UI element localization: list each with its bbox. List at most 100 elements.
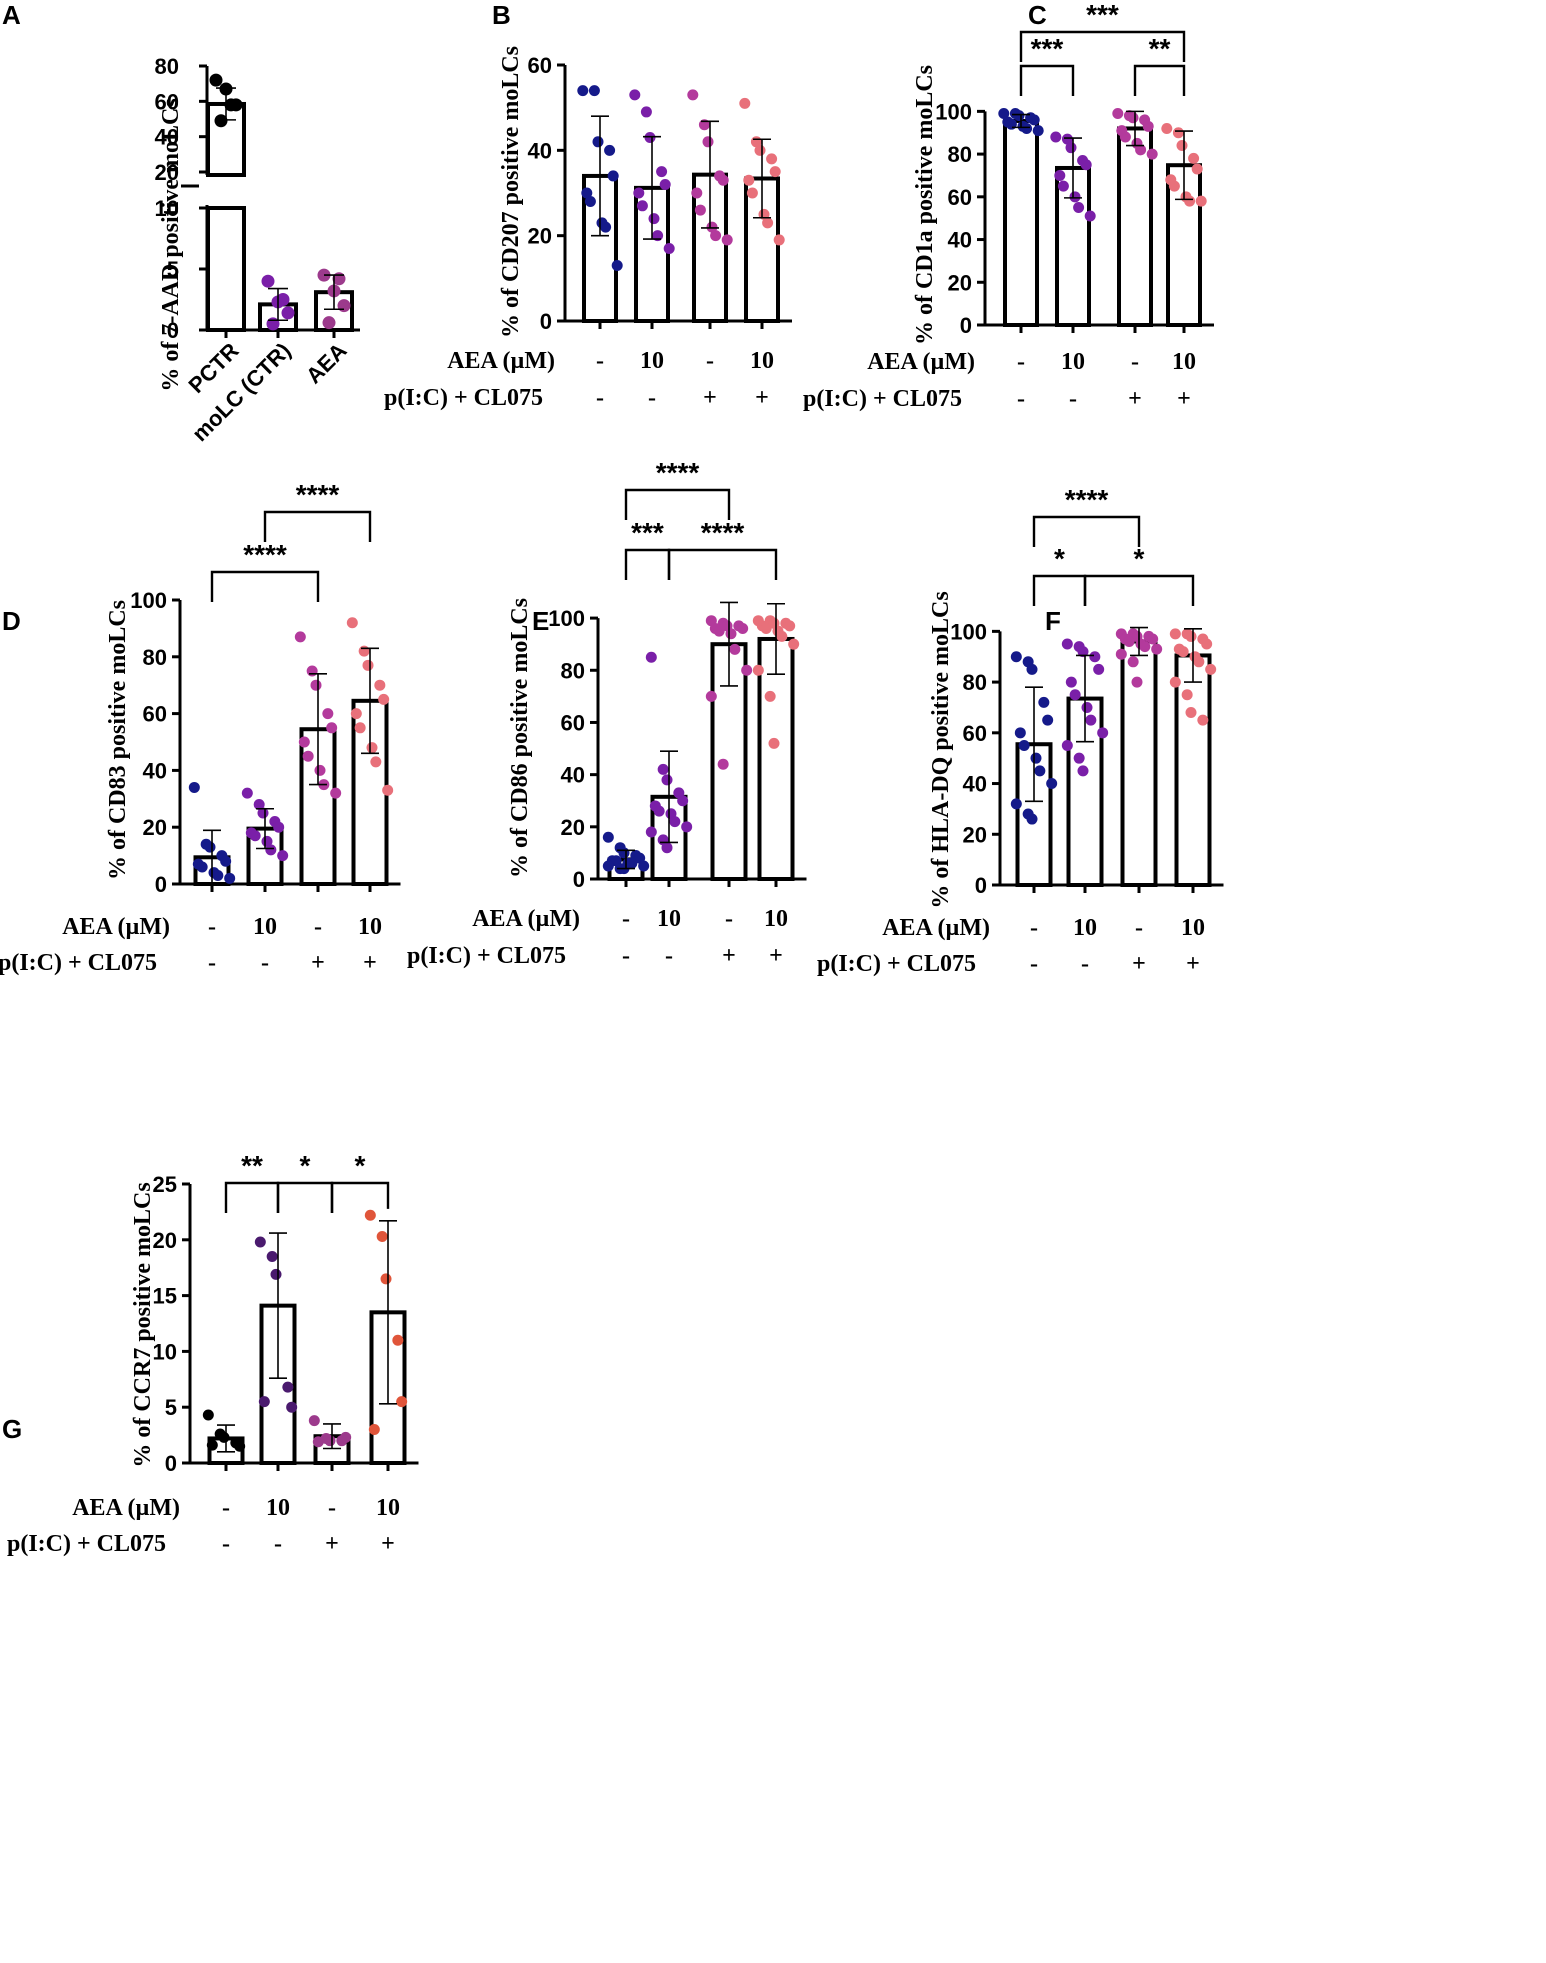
data-point: [1018, 740, 1030, 751]
pic-value: +: [1186, 951, 1200, 977]
row-label-aea: AEA (µM): [882, 915, 990, 941]
data-point: [1065, 142, 1077, 154]
data-point: [1146, 148, 1158, 160]
data-point: [1026, 663, 1038, 675]
data-point: [1191, 163, 1203, 175]
data-point: [648, 213, 660, 225]
data-point: [677, 795, 689, 807]
y-tick-label: 20: [528, 224, 552, 249]
data-point: [1081, 701, 1093, 713]
significance-label: ****: [1065, 484, 1109, 515]
data-point: [206, 1439, 218, 1451]
aea-value: 10: [1172, 349, 1196, 375]
data-point: [218, 1431, 230, 1443]
pic-value: +: [1177, 386, 1191, 412]
data-point: [746, 187, 758, 199]
data-point: [196, 861, 208, 873]
data-point: [266, 1251, 278, 1263]
aea-value: -: [1030, 915, 1038, 941]
y-tick-label: 100: [950, 619, 987, 644]
bar: [1117, 126, 1153, 327]
data-point: [1123, 636, 1135, 648]
aea-value: 10: [253, 914, 277, 940]
row-label-pic: p(I:C) + CL075: [817, 951, 976, 977]
data-point: [1021, 122, 1033, 134]
data-point: [1089, 651, 1101, 663]
panel-label-d: D: [2, 606, 21, 636]
aea-value: 10: [750, 348, 774, 374]
data-point: [1046, 778, 1058, 790]
aea-value: 10: [376, 1495, 400, 1521]
y-tick-label: 20: [561, 815, 585, 840]
significance-bracket: [224, 1181, 280, 1213]
significance-label: ****: [701, 517, 745, 548]
data-point: [214, 114, 228, 128]
y-tick-label: 15: [153, 1284, 177, 1309]
data-point: [710, 230, 722, 242]
significance-bracket: [624, 548, 671, 580]
y-tick-label: 100: [130, 588, 167, 613]
pic-value: -: [1017, 386, 1025, 412]
y-tick-label: 80: [155, 54, 179, 79]
y-tick-label: 40: [528, 138, 552, 163]
y-axis-label-a: % of 7-AAD positive moLCs: [158, 98, 184, 391]
y-tick-label: 40: [963, 772, 987, 797]
pic-value: +: [1132, 951, 1146, 977]
significance-bracket: [667, 548, 778, 580]
data-point: [370, 756, 382, 768]
data-point: [302, 750, 314, 762]
pic-value: -: [274, 1531, 282, 1557]
pic-value: -: [596, 385, 604, 411]
data-point: [702, 136, 714, 148]
data-point: [1188, 152, 1200, 164]
aea-value: -: [222, 1495, 230, 1521]
data-point: [713, 625, 725, 637]
data-point: [1030, 752, 1042, 764]
y-axis-title: % of CCR7 positive moLCs: [130, 1182, 156, 1467]
significance-bracket: [1133, 64, 1186, 96]
data-point: [1097, 727, 1109, 739]
bar-lower: [206, 206, 246, 332]
data-point: [382, 784, 394, 796]
row-label-pic: p(I:C) + CL075: [7, 1531, 166, 1557]
y-tick-label: 0: [960, 313, 972, 338]
data-point: [350, 708, 362, 720]
data-point: [638, 860, 650, 872]
y-tick-label: 60: [948, 185, 972, 210]
data-point: [768, 737, 780, 749]
data-point: [669, 816, 681, 828]
y-axis-title-a: % of 7-AAD positive moLCs: [158, 98, 184, 391]
data-point: [626, 857, 638, 869]
data-point: [1185, 707, 1197, 719]
data-point: [1205, 663, 1217, 675]
data-point: [1077, 646, 1089, 658]
data-point: [1010, 651, 1022, 663]
significance-label: ****: [296, 479, 340, 510]
x-tick-label: AEA: [301, 338, 352, 389]
y-axis-title: % of CD83 positive moLCs: [105, 600, 131, 880]
data-point: [1080, 159, 1092, 171]
y-tick-label: 80: [143, 645, 167, 670]
panel-a: A % of 7-AAD positive moLCs 20 40 60 80 0 5 10…: [2, 0, 360, 446]
y-tick-label: 80: [948, 142, 972, 167]
significance-bracket: [1083, 574, 1195, 606]
panel-e: E % of CD86 positive moLCs 0 20 40 60 80 100 **…: [407, 457, 807, 969]
data-point: [656, 166, 668, 178]
data-point: [276, 293, 290, 306]
data-point: [717, 758, 729, 770]
data-point: [1131, 676, 1143, 688]
data-point: [741, 664, 753, 676]
aea-value: 10: [764, 906, 788, 932]
y-axis-title: % of CD1a positive moLCs: [912, 65, 938, 345]
aea-value: 10: [1061, 349, 1085, 375]
significance-bracket: [330, 1181, 390, 1213]
data-point: [725, 628, 737, 640]
data-point: [640, 106, 652, 118]
bar: [1003, 118, 1039, 327]
data-point: [282, 1381, 294, 1393]
data-point: [762, 217, 774, 229]
data-point: [340, 1431, 352, 1443]
pic-value: +: [325, 1531, 339, 1557]
y-tick-label: 40: [948, 228, 972, 253]
aea-value: -: [328, 1495, 336, 1521]
